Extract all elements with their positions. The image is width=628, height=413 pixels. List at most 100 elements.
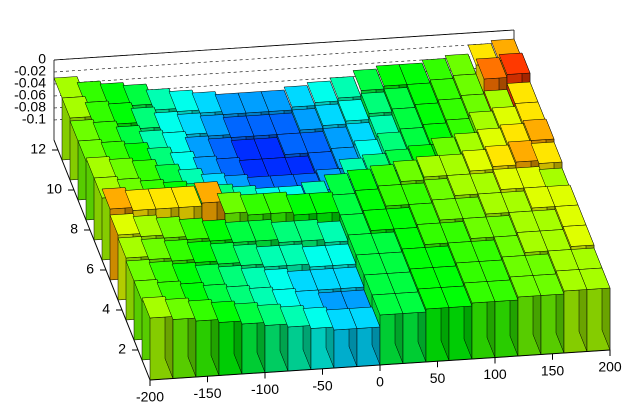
bar-top (278, 243, 311, 266)
bar (187, 299, 220, 378)
bar-top (164, 297, 197, 320)
x-tick-label: -50 (312, 377, 332, 393)
bar-top (352, 68, 385, 91)
bar (578, 267, 611, 352)
bar-top (163, 239, 196, 262)
bar (463, 281, 496, 360)
bar-top (199, 114, 232, 137)
z-tick-label: -0.04 (14, 75, 46, 91)
bar-top (187, 299, 220, 322)
bar-top (394, 291, 427, 314)
bar (394, 291, 427, 364)
y-tick-label: 4 (102, 301, 110, 317)
bar-top (578, 267, 611, 290)
bar (417, 287, 450, 363)
bar-top (308, 191, 341, 214)
bar-top (109, 213, 142, 236)
y-tick-label: 8 (70, 221, 78, 237)
bar-top (201, 219, 234, 242)
bar-top (155, 216, 188, 239)
bar-top (360, 91, 393, 114)
x-tick-label: 0 (376, 374, 384, 390)
bar (302, 306, 335, 370)
bar-top (210, 300, 243, 323)
bar-top (232, 243, 265, 266)
bar-top (440, 285, 473, 308)
bar-top (178, 217, 211, 240)
bar-top (122, 83, 155, 106)
bar (141, 296, 174, 381)
bar (532, 273, 565, 355)
y-tick-label: 6 (86, 261, 94, 277)
bar-top (279, 305, 312, 328)
bar-top (145, 88, 178, 111)
y-tick-label: 10 (46, 181, 62, 197)
bar-top (216, 191, 249, 214)
z-tick-label: -0.1 (22, 111, 46, 127)
x-tick-label: 200 (598, 359, 622, 375)
bar-top (392, 159, 425, 182)
bar-top (262, 191, 295, 214)
z-tick-label: -0.02 (14, 63, 46, 79)
bar-top (324, 243, 357, 266)
bar-top (532, 273, 565, 296)
x-tick-label: -100 (251, 381, 279, 397)
bar-top (61, 96, 94, 119)
bar-top (291, 108, 324, 131)
bar-top (306, 80, 339, 103)
x-tick-label: 100 (483, 366, 507, 382)
bar-top (302, 306, 335, 329)
bar-top (209, 242, 242, 265)
bar-top (283, 85, 316, 108)
bar-top (337, 99, 370, 122)
bar-top (101, 187, 134, 210)
bar-top (256, 303, 289, 326)
bar-top (233, 302, 266, 325)
bar-top (130, 106, 163, 129)
bar-top (507, 140, 540, 163)
x-tick-label: 50 (430, 370, 446, 386)
bar-top (168, 89, 201, 112)
z-tick-label: -0.06 (14, 87, 46, 103)
bar-top (562, 224, 595, 247)
bar-top (461, 149, 494, 172)
bar (348, 306, 381, 367)
bar-top (486, 279, 519, 302)
y-axis (53, 139, 151, 381)
x-tick-label: -200 (136, 389, 164, 405)
bar-top (247, 219, 280, 242)
bar (555, 269, 588, 354)
x-tick-label: -150 (193, 385, 221, 401)
bar-top (498, 52, 531, 75)
bar-top (475, 57, 508, 80)
bar (233, 302, 266, 375)
bar-top (191, 91, 224, 114)
bar (440, 285, 473, 361)
bar-top (484, 144, 517, 167)
bar-top (522, 118, 555, 141)
bar-top (314, 103, 347, 126)
bar (325, 308, 358, 369)
bar-top (293, 219, 326, 242)
bar-top (348, 306, 381, 329)
bar-top (107, 102, 140, 125)
bar-top (117, 236, 150, 259)
grid-line (53, 41, 515, 73)
bar (486, 279, 519, 358)
x-tick-label: 150 (541, 362, 565, 378)
z-tick-label: -0.08 (14, 99, 46, 115)
bar-top (332, 266, 365, 289)
bar-top (141, 296, 174, 319)
z-tick-label: 0 (38, 51, 46, 67)
bar-top (170, 185, 203, 208)
bar-top (140, 237, 173, 260)
bar-top (176, 112, 209, 135)
bar-top (193, 181, 226, 204)
y-tick-label: 2 (118, 341, 126, 357)
bar (279, 305, 312, 372)
frame-line (53, 29, 515, 61)
bar-top (316, 220, 349, 243)
y-tick-label: 12 (30, 141, 46, 157)
bar-top (186, 240, 219, 263)
